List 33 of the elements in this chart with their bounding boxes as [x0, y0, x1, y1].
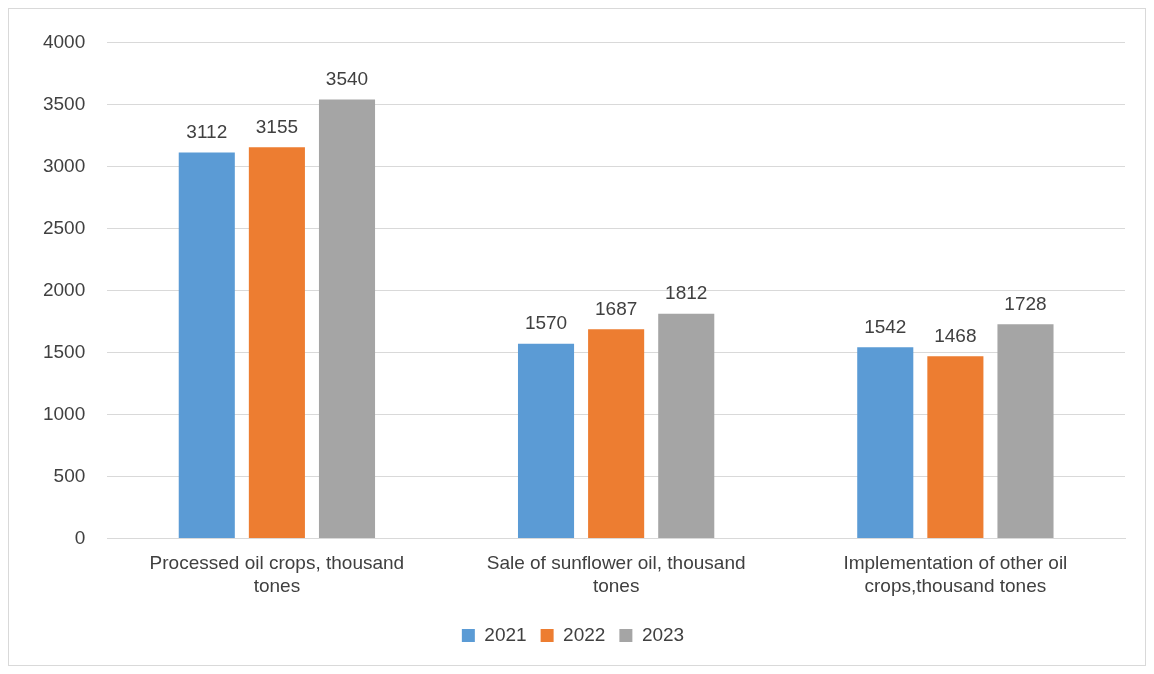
data-label: 3540 — [325, 68, 369, 90]
data-label: 1687 — [594, 297, 638, 319]
data-label: 3155 — [255, 115, 299, 137]
bar — [588, 329, 645, 538]
legend-label: 2023 — [641, 623, 685, 645]
x-tick-label: Implementation of other oil crops,thousand tones — [843, 552, 1068, 596]
y-tick-label: 2500 — [42, 216, 86, 238]
y-tick-label: 500 — [53, 464, 86, 486]
data-label: 1812 — [665, 282, 708, 304]
legend-label: 2021 — [484, 623, 527, 645]
data-label: 1468 — [934, 325, 977, 347]
y-tick-label: 3500 — [42, 92, 86, 114]
y-tick-label: 2000 — [42, 278, 86, 300]
data-label: 1542 — [864, 315, 907, 337]
y-tick-label: 3000 — [42, 154, 86, 176]
legend-label: 2022 — [563, 623, 606, 645]
bar — [248, 147, 305, 538]
bar — [927, 356, 984, 538]
data-label: 3112 — [186, 121, 228, 143]
bar — [517, 343, 575, 538]
bar — [857, 347, 914, 538]
data-label: 1728 — [1004, 292, 1047, 314]
y-tick-label: 0 — [74, 526, 86, 548]
bar — [318, 99, 376, 538]
x-tick-label: Processed oil crops, thousand tones — [149, 552, 405, 596]
bar — [178, 152, 235, 538]
y-tick-label: 1000 — [42, 402, 86, 424]
data-label: 1570 — [524, 312, 568, 334]
bar — [997, 324, 1054, 538]
bar — [658, 313, 715, 538]
x-tick-label: Sale of sunflower oil, thousand tones — [486, 552, 746, 596]
y-tick-label: 4000 — [42, 30, 86, 52]
y-tick-label: 1500 — [42, 340, 86, 362]
